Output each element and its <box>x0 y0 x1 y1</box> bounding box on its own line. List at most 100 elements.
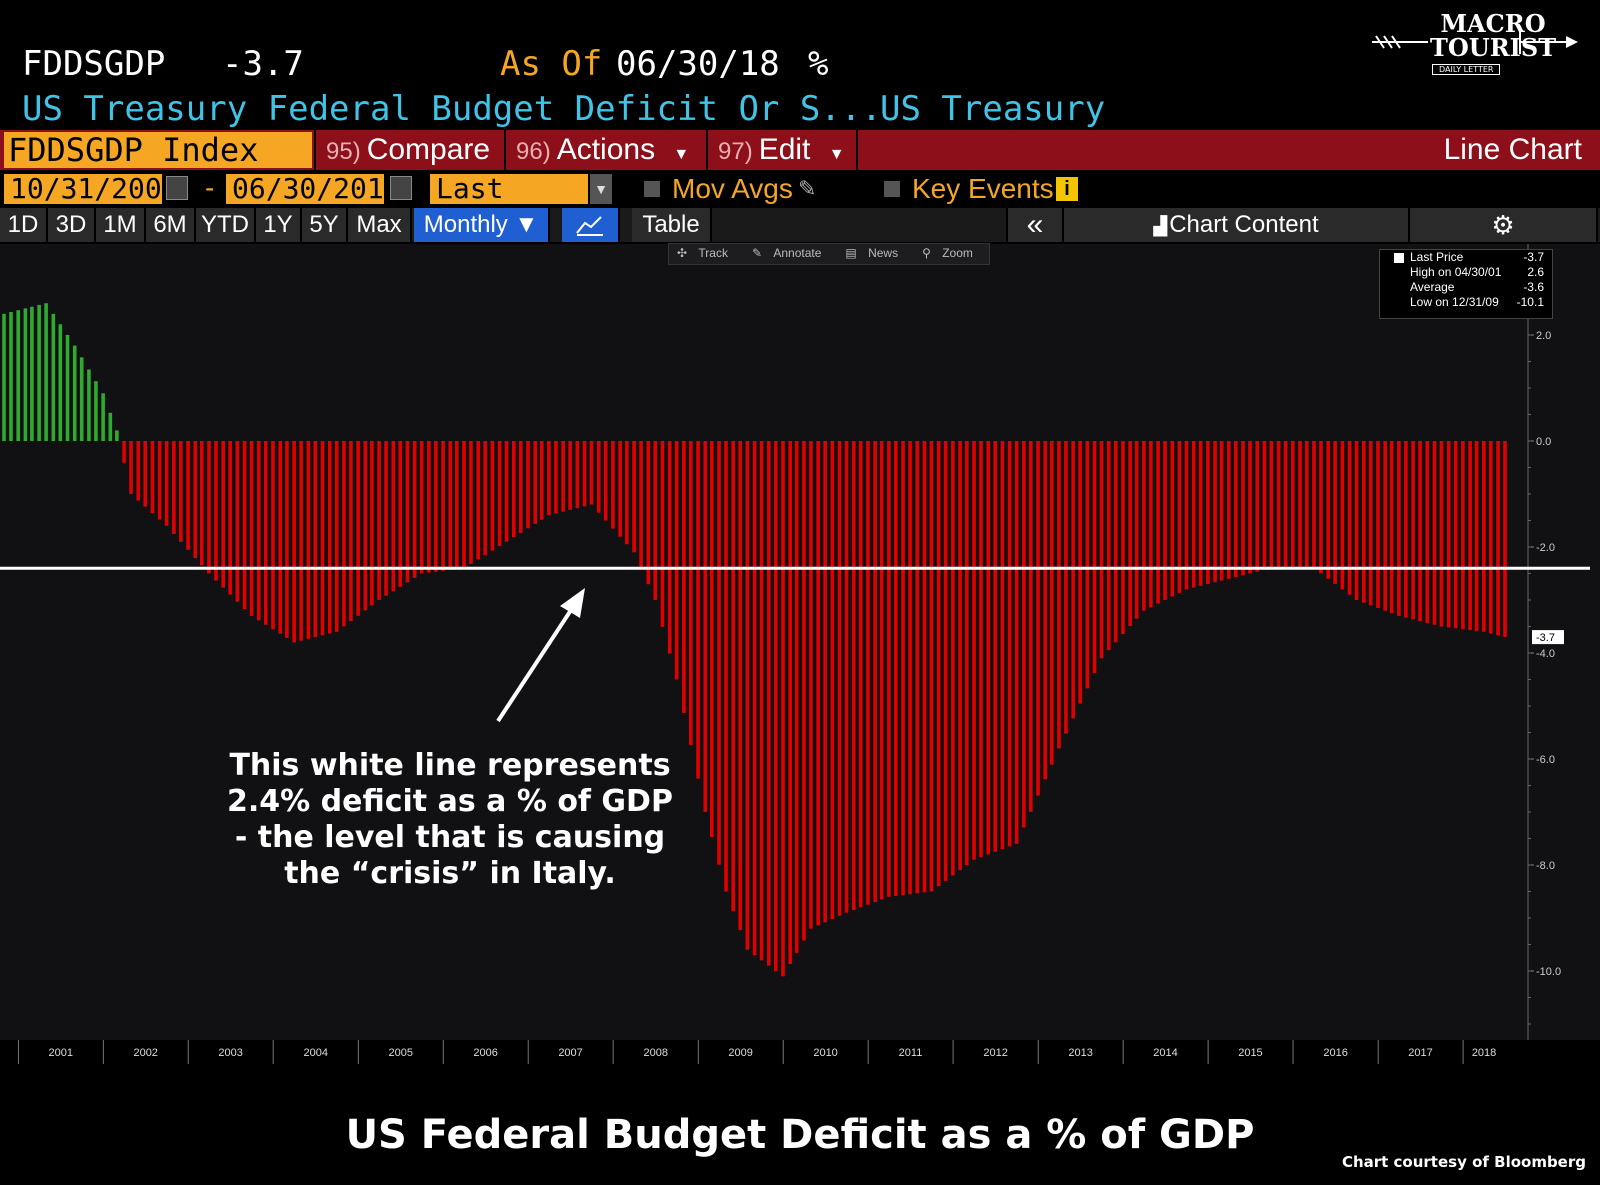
period-6m[interactable]: 6M <box>146 208 196 242</box>
deficit-bar <box>539 441 544 520</box>
deficit-bar <box>1347 441 1352 595</box>
deficit-bar <box>299 441 303 641</box>
deficit-bar <box>1043 441 1048 780</box>
deficit-bar <box>454 441 459 570</box>
deficit-bar <box>1134 441 1139 619</box>
x-tick-label: 2013 <box>1068 1047 1092 1059</box>
gear-icon[interactable]: ⚙ <box>1410 208 1598 242</box>
deficit-bar <box>448 441 453 570</box>
edit-menu[interactable]: 97) Edit ▼ <box>706 130 856 170</box>
deficit-bar <box>143 441 148 507</box>
news-tool[interactable]: ▤ News <box>837 244 914 264</box>
collapse-icon[interactable]: « <box>1008 208 1064 242</box>
deficit-bar <box>405 441 410 583</box>
deficit-bar <box>2 313 6 441</box>
index-field[interactable]: FDDSGDP Index <box>4 132 312 168</box>
period-3d[interactable]: 3D <box>48 208 96 242</box>
deficit-bar <box>879 441 884 900</box>
deficit-bar <box>65 334 70 441</box>
compare-label: Compare <box>366 133 491 166</box>
period-1y[interactable]: 1Y <box>256 208 302 242</box>
logo-tagline: DAILY LETTER <box>1432 64 1501 75</box>
compare-num: 95) <box>326 138 361 165</box>
deficit-bar <box>72 345 77 441</box>
compare-menu[interactable]: 95) Compare <box>314 130 504 170</box>
period-1d[interactable]: 1D <box>0 208 48 242</box>
deficit-bar <box>511 441 516 538</box>
legend-swatch <box>1394 253 1404 263</box>
last-value-tag <box>1532 630 1564 645</box>
deficit-bar <box>1248 441 1252 574</box>
deficit-bar <box>285 441 289 638</box>
y-tick-label: 0.0 <box>1536 436 1551 448</box>
x-tick-label: 2005 <box>388 1047 412 1059</box>
deficit-bar <box>23 308 28 441</box>
deficit-bar <box>1411 441 1415 620</box>
end-date-field[interactable]: 06/30/2018 <box>226 174 401 204</box>
start-date-field[interactable]: 10/31/2000 <box>4 174 179 204</box>
deficit-bar <box>1298 441 1302 569</box>
actions-menu[interactable]: 96) Actions ▼ <box>504 130 706 170</box>
deficit-bar <box>752 441 757 956</box>
chart-title: US Federal Budget Deficit as a % of GDP <box>345 1112 1255 1158</box>
deficit-bar <box>951 441 955 876</box>
deficit-bar <box>242 441 247 609</box>
deficit-bar <box>809 441 813 929</box>
period-toolbar: 1D 3D 1M 6M YTD 1Y 5Y Max Monthly ▼ Tabl… <box>0 208 1600 242</box>
deficit-bar <box>384 441 388 596</box>
legend-last-price: Last Price -3.7 <box>1410 250 1544 264</box>
deficit-bar <box>526 441 530 529</box>
period-1m[interactable]: 1M <box>96 208 146 242</box>
edit-num: 97) <box>718 138 753 165</box>
deficit-bar <box>936 441 941 887</box>
field-select[interactable]: Last Price <box>430 174 588 234</box>
deficit-bar <box>292 441 296 643</box>
chart-type-label[interactable]: Line Chart <box>1443 133 1582 166</box>
x-tick-label: 2018 <box>1472 1047 1496 1059</box>
deficit-bar <box>228 441 232 595</box>
deficit-bar <box>235 441 240 602</box>
info-icon[interactable]: i <box>1056 177 1078 201</box>
chart-settings-icon: ▟ <box>1153 216 1168 236</box>
deficit-bar <box>1113 441 1118 643</box>
key-events-checkbox[interactable] <box>884 181 900 197</box>
deficit-bar <box>1092 441 1097 674</box>
deficit-bar <box>327 441 332 634</box>
period-5y[interactable]: 5Y <box>302 208 348 242</box>
last-value-label: -3.7 <box>1536 632 1555 644</box>
deficit-bar <box>894 441 898 896</box>
deficit-bar <box>1319 441 1323 574</box>
deficit-bar <box>172 441 176 534</box>
deficit-bar <box>568 441 572 510</box>
deficit-bar <box>844 441 849 913</box>
period-ytd[interactable]: YTD <box>196 208 256 242</box>
x-tick-label: 2012 <box>983 1047 1007 1059</box>
deficit-bar <box>547 441 551 516</box>
deficit-bar <box>554 441 558 514</box>
deficit-bar <box>816 441 820 926</box>
deficit-bar <box>1368 441 1373 606</box>
track-tool[interactable]: ✣ Track <box>669 244 744 264</box>
deficit-bar <box>1425 441 1430 623</box>
deficit-bar <box>830 441 835 920</box>
period-max[interactable]: Max <box>348 208 412 242</box>
frequency-select[interactable]: Monthly ▼ <box>414 208 550 242</box>
deficit-bar <box>313 441 318 638</box>
annotate-tool[interactable]: ✎ Annotate <box>744 244 837 264</box>
mov-avgs-checkbox[interactable] <box>644 181 660 197</box>
deficit-bar <box>1206 441 1210 585</box>
calendar-icon[interactable] <box>390 176 412 200</box>
deficit-bar <box>1000 441 1005 850</box>
table-button[interactable]: Table <box>632 208 712 242</box>
calendar-icon[interactable] <box>166 176 188 200</box>
news-label: News <box>868 246 899 260</box>
zoom-tool[interactable]: ⚲ Zoom <box>914 244 989 264</box>
chevron-down-icon[interactable]: ▼ <box>590 174 612 204</box>
pencil-icon[interactable]: ✎ <box>798 176 817 201</box>
last-value: -3.7 <box>222 44 304 84</box>
annotation-arrow <box>496 602 577 723</box>
chart-content-button[interactable]: ▟Chart Content <box>1064 208 1410 242</box>
deficit-bar <box>1439 441 1444 627</box>
deficit-bar <box>1290 441 1295 569</box>
line-chart-icon[interactable] <box>562 208 620 242</box>
